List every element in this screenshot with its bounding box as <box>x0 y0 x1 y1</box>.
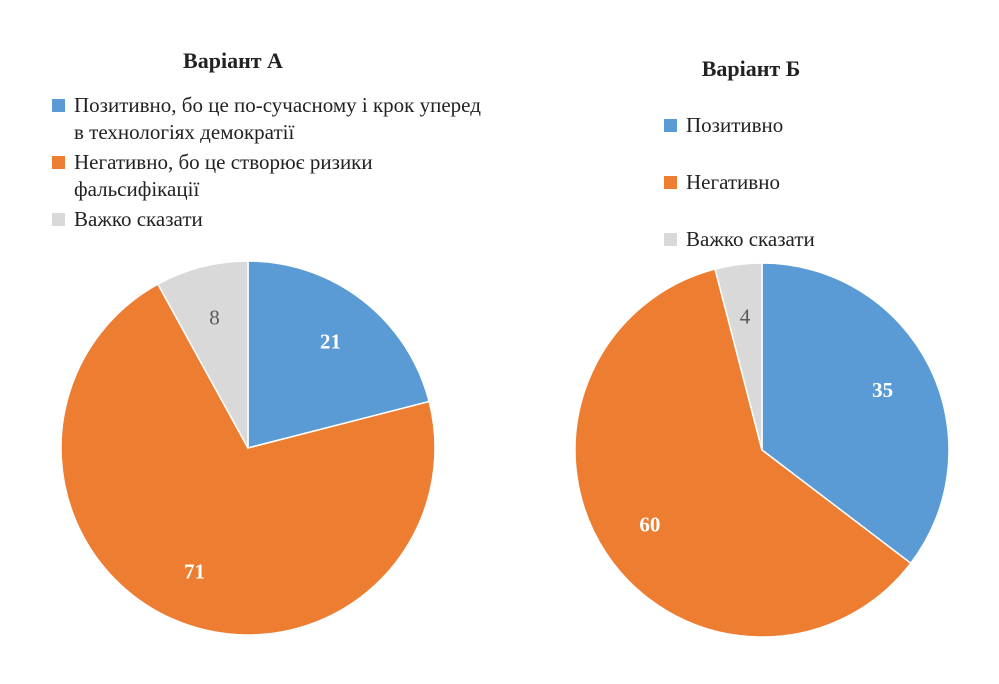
data-label: 71 <box>184 560 205 584</box>
data-label: 4 <box>740 304 751 328</box>
pie-slice <box>60 283 436 636</box>
pie-slice <box>156 260 249 449</box>
legend: Позитивно Негативно Важко сказати <box>664 112 964 283</box>
legend: Позитивно, бо це по-сучасному і крок упе… <box>52 92 482 236</box>
legend-label: Позитивно <box>686 113 784 137</box>
legend-item: Позитивно <box>664 112 964 139</box>
pie-slice <box>761 262 950 565</box>
data-label: 35 <box>872 378 893 402</box>
legend-swatch <box>52 156 65 169</box>
legend-swatch <box>664 119 677 132</box>
legend-item: Позитивно, бо це по-сучасному і крок упе… <box>52 92 482 146</box>
data-label: 21 <box>320 330 341 354</box>
data-label: 60 <box>639 513 660 537</box>
legend-label: Негативно, бо це створює ризики фальсифі… <box>74 150 373 201</box>
legend-label: Важко сказати <box>74 207 203 231</box>
pie-slice <box>247 260 431 449</box>
data-label: 8 <box>209 306 220 330</box>
legend-item: Важко сказати <box>52 206 482 233</box>
legend-swatch <box>52 213 65 226</box>
pie-slice <box>574 268 912 638</box>
pie-slice <box>714 262 763 451</box>
legend-swatch <box>52 99 65 112</box>
legend-swatch <box>664 233 677 246</box>
legend-item: Негативно <box>664 169 964 196</box>
legend-label: Позитивно, бо це по-сучасному і крок упе… <box>74 93 481 144</box>
legend-label: Важко сказати <box>686 227 815 251</box>
legend-item: Негативно, бо це створює ризики фальсифі… <box>52 149 482 203</box>
legend-swatch <box>664 176 677 189</box>
chart-title: Варіант Б <box>701 56 801 81</box>
chart-title: Варіант А <box>183 48 283 73</box>
legend-label: Негативно <box>686 170 780 194</box>
legend-item: Важко сказати <box>664 226 964 253</box>
